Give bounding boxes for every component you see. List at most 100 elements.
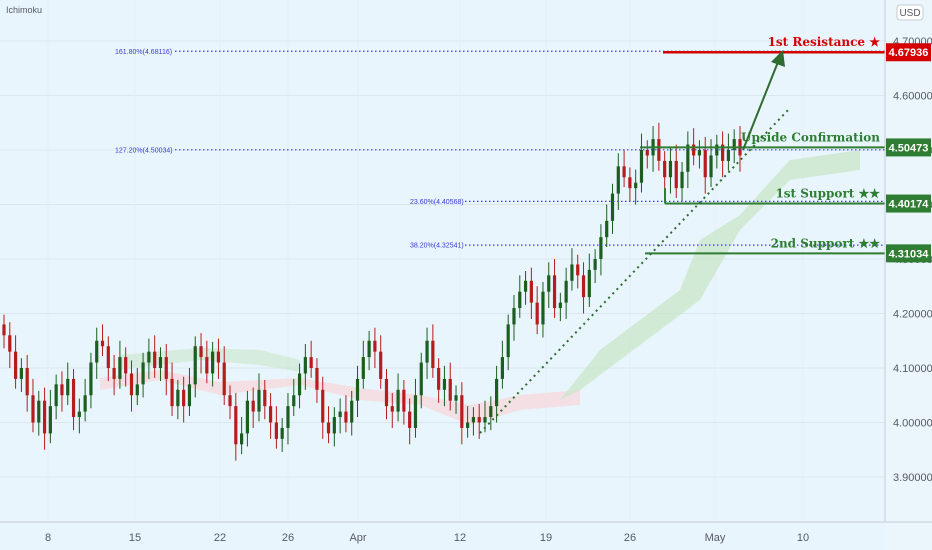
candle-body [355,378,360,401]
candle-body [616,166,620,194]
candle-body [442,378,447,390]
candle-body [680,171,684,189]
candle-body [373,340,377,352]
candle-body [60,384,64,396]
candle-body [448,378,452,401]
candle-body [500,357,504,379]
candle-body [483,417,487,423]
x-tick-label: May [705,532,726,544]
candle-body [257,389,261,412]
candle-body [732,139,736,150]
level-label: 1st Support ★★ [775,187,880,201]
y-tick-label: 3.90000 [893,472,932,484]
candle-body [135,384,139,396]
candle-body [692,144,696,156]
candle-body [54,384,58,407]
candle-body [315,368,319,390]
candle-body [106,346,110,368]
candle-body [309,357,313,368]
price-tag-box [886,138,931,157]
candle-body [297,373,302,396]
level-label: Upside Confirmation [741,130,880,144]
candle-body [628,177,632,189]
candle-body [268,406,273,423]
candle-body [489,406,493,418]
price-tag-label: 4.31034 [889,248,930,260]
candle-body [599,237,603,259]
candle-body [726,150,731,161]
x-tick-label: 12 [454,532,466,544]
candle-body [274,422,278,439]
price-tag-label: 4.50473 [889,142,929,154]
candle-body [112,368,116,379]
candle-body [147,351,151,363]
candle-body [263,389,267,407]
candle-body [326,422,331,434]
candle-body [170,378,174,407]
candle-body [466,422,470,428]
indicator-label[interactable]: Ichimoku [6,5,42,15]
projection-arrow-head [771,50,785,67]
candles [2,122,742,461]
currency-label: USD [899,8,920,19]
candle-body [419,362,423,396]
candle-body [193,346,197,385]
candle-body [686,144,690,172]
candle-body [367,340,371,358]
candle-body [176,389,180,407]
candle-body [361,357,365,379]
price-tag-label: 4.67936 [889,47,929,59]
candle-body [709,155,713,178]
candle-body [83,395,87,412]
candle-body [25,368,29,396]
x-tick-label: 22 [214,532,226,544]
candle-body [605,220,609,238]
candle-body [338,411,342,418]
candle-body [715,144,719,156]
candle-body [8,335,12,352]
candle-body [657,139,661,161]
currency-badge[interactable] [896,4,924,21]
candle-body [390,406,394,412]
candle-body [332,417,336,434]
candle-body [512,308,516,325]
candle-body [95,340,99,363]
candle-body [494,378,499,407]
candle-body [182,389,186,407]
candle-body [587,269,591,298]
candle-body [13,351,18,379]
candle-body [506,324,510,358]
candle-body [118,357,122,379]
candle-body [321,389,325,423]
candle-body [31,395,35,423]
candle-body [251,400,255,412]
cloud-green-area [560,150,860,400]
candle-body [460,395,464,428]
candle-body [199,346,203,358]
candle-body [344,411,348,423]
candle-body [425,340,429,363]
candle-body [477,417,481,423]
candle-body [413,395,418,428]
candle-body [541,291,545,325]
candle-body [280,427,284,439]
drawing-overlays: 161.80%(4.68116) 127.20%(4.50034) 23.60%(4… [115,35,885,434]
price-axis[interactable] [885,0,932,550]
y-tick-label: 4.20000 [893,309,932,321]
candle-body [100,340,105,347]
candle-body [471,417,476,423]
candle-body [634,182,638,189]
candle-body [610,193,615,221]
candle-body [645,150,649,156]
candle-body [234,406,238,445]
candle-body [581,275,586,298]
fib-level-label: 127.20%(4.50034) [115,147,173,154]
y-tick-label: 4.10000 [893,363,932,375]
y-tick-label: 4.00000 [893,418,932,430]
candle-body [558,302,562,309]
y-tick-label: 4.60000 [893,91,932,103]
candle-body [639,150,644,183]
x-tick-label: 19 [540,532,552,544]
fib-level-label: 23.60%(4.40568) [410,199,464,206]
